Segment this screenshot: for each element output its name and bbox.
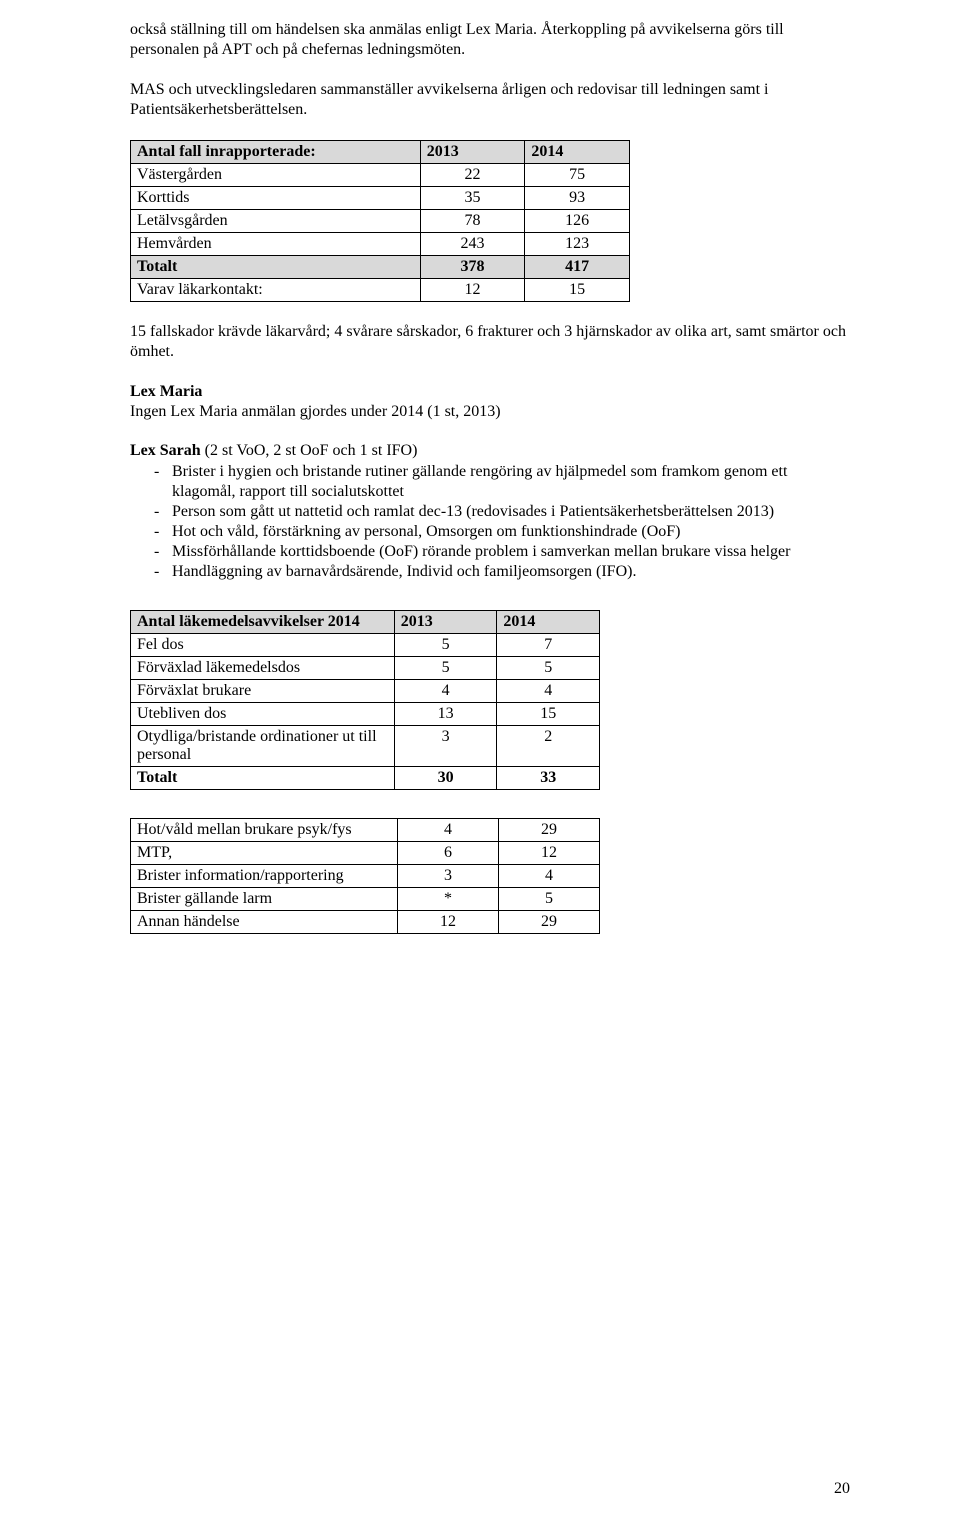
table-cell: 5 [394, 634, 497, 657]
paragraph-fallskador: 15 fallskador krävde läkarvård; 4 svårar… [130, 322, 850, 362]
table-row: Totalt 378 417 [131, 256, 630, 279]
table-cell: 3 [394, 726, 497, 767]
table-cell: Brister information/rapportering [131, 865, 398, 888]
table-cell: Västergården [131, 164, 421, 187]
table-row: Västergården 22 75 [131, 164, 630, 187]
lex-sarah-block: Lex Sarah (2 st VoO, 2 st OoF och 1 st I… [130, 442, 850, 460]
table-row: Fel dos 5 7 [131, 634, 600, 657]
table-cell: Totalt [131, 767, 395, 790]
table-cell: 75 [525, 164, 630, 187]
table-cell: Utebliven dos [131, 703, 395, 726]
table-row: Förväxlad läkemedelsdos 5 5 [131, 657, 600, 680]
lex-sarah-heading: Lex Sarah [130, 442, 201, 459]
table-ovriga-avvikelser: Hot/våld mellan brukare psyk/fys 4 29 MT… [130, 818, 600, 934]
table-cell: 5 [394, 657, 497, 680]
table-row: Korttids 35 93 [131, 187, 630, 210]
table-row: Utebliven dos 13 15 [131, 703, 600, 726]
table-row: Letälvsgården 78 126 [131, 210, 630, 233]
table-row: Förväxlat brukare 4 4 [131, 680, 600, 703]
table-cell: Letälvsgården [131, 210, 421, 233]
table-header-cell: 2014 [525, 141, 630, 164]
table-header-cell: 2014 [497, 611, 600, 634]
table-cell: 78 [420, 210, 525, 233]
table-row: Otydliga/bristande ordinationer ut till … [131, 726, 600, 767]
page-number: 20 [834, 1480, 850, 1498]
table-cell: Fel dos [131, 634, 395, 657]
table-cell: 15 [525, 279, 630, 302]
table-header-cell: Antal läkemedelsavvikelser 2014 [131, 611, 395, 634]
table-cell: * [398, 888, 499, 911]
table-cell: 12 [398, 911, 499, 934]
table-row: Totalt 30 33 [131, 767, 600, 790]
table-cell: 5 [497, 657, 600, 680]
list-item: Handläggning av barnavårdsärende, Indivi… [130, 562, 850, 582]
table-cell: 5 [499, 888, 600, 911]
paragraph-intro-1: också ställning till om händelsen ska an… [130, 20, 850, 60]
table-cell: 29 [499, 911, 600, 934]
table-cell: 7 [497, 634, 600, 657]
table-row: Varav läkarkontakt: 12 15 [131, 279, 630, 302]
table-cell: MTP, [131, 842, 398, 865]
table-cell: 126 [525, 210, 630, 233]
table-cell: 12 [499, 842, 600, 865]
table-cell: 4 [499, 865, 600, 888]
table-cell: 6 [398, 842, 499, 865]
table-cell: Hot/våld mellan brukare psyk/fys [131, 819, 398, 842]
table-cell: 22 [420, 164, 525, 187]
table-cell: 4 [497, 680, 600, 703]
table-cell: 30 [394, 767, 497, 790]
page: också ställning till om händelsen ska an… [0, 0, 960, 1526]
table-row: Brister gällande larm * 5 [131, 888, 600, 911]
table-cell: 35 [420, 187, 525, 210]
table-row: MTP, 6 12 [131, 842, 600, 865]
table-row: Brister information/rapportering 3 4 [131, 865, 600, 888]
table-cell: 33 [497, 767, 600, 790]
table-cell: 378 [420, 256, 525, 279]
table-cell: Totalt [131, 256, 421, 279]
table-cell: Förväxlat brukare [131, 680, 395, 703]
table-cell: 13 [394, 703, 497, 726]
table-fall-inrapporterade: Antal fall inrapporterade: 2013 2014 Väs… [130, 140, 630, 302]
table-row: Hot/våld mellan brukare psyk/fys 4 29 [131, 819, 600, 842]
table-cell: Förväxlad läkemedelsdos [131, 657, 395, 680]
table-header-cell: 2013 [420, 141, 525, 164]
table-header-cell: Antal fall inrapporterade: [131, 141, 421, 164]
table-cell: 93 [525, 187, 630, 210]
table-cell: 123 [525, 233, 630, 256]
table-cell: 12 [420, 279, 525, 302]
table-cell: 4 [398, 819, 499, 842]
table-cell: 2 [497, 726, 600, 767]
table-lakemedelsavvikelser: Antal läkemedelsavvikelser 2014 2013 201… [130, 610, 600, 790]
table-row: Antal fall inrapporterade: 2013 2014 [131, 141, 630, 164]
lex-maria-text: Ingen Lex Maria anmälan gjordes under 20… [130, 403, 501, 420]
table-cell: Hemvården [131, 233, 421, 256]
list-item: Person som gått ut nattetid och ramlat d… [130, 502, 850, 522]
table-cell: Varav läkarkontakt: [131, 279, 421, 302]
table-cell: 417 [525, 256, 630, 279]
lex-maria-block: Lex Maria Ingen Lex Maria anmälan gjorde… [130, 382, 850, 422]
list-item: Missförhållande korttidsboende (OoF) rör… [130, 542, 850, 562]
table-cell: Korttids [131, 187, 421, 210]
lex-sarah-heading-rest: (2 st VoO, 2 st OoF och 1 st IFO) [201, 442, 418, 459]
table-cell: 243 [420, 233, 525, 256]
table-cell: 4 [394, 680, 497, 703]
table-cell: 3 [398, 865, 499, 888]
table-row: Annan händelse 12 29 [131, 911, 600, 934]
lex-sarah-list: Brister i hygien och bristande rutiner g… [130, 462, 850, 582]
lex-maria-heading: Lex Maria [130, 383, 202, 400]
table-cell: Annan händelse [131, 911, 398, 934]
table-cell: 15 [497, 703, 600, 726]
list-item: Brister i hygien och bristande rutiner g… [130, 462, 850, 502]
table-cell: Otydliga/bristande ordinationer ut till … [131, 726, 395, 767]
table-row: Hemvården 243 123 [131, 233, 630, 256]
table-cell: Brister gällande larm [131, 888, 398, 911]
paragraph-intro-2: MAS och utvecklingsledaren sammanställer… [130, 80, 850, 120]
table-row: Antal läkemedelsavvikelser 2014 2013 201… [131, 611, 600, 634]
table-header-cell: 2013 [394, 611, 497, 634]
list-item: Hot och våld, förstärkning av personal, … [130, 522, 850, 542]
table-cell: 29 [499, 819, 600, 842]
